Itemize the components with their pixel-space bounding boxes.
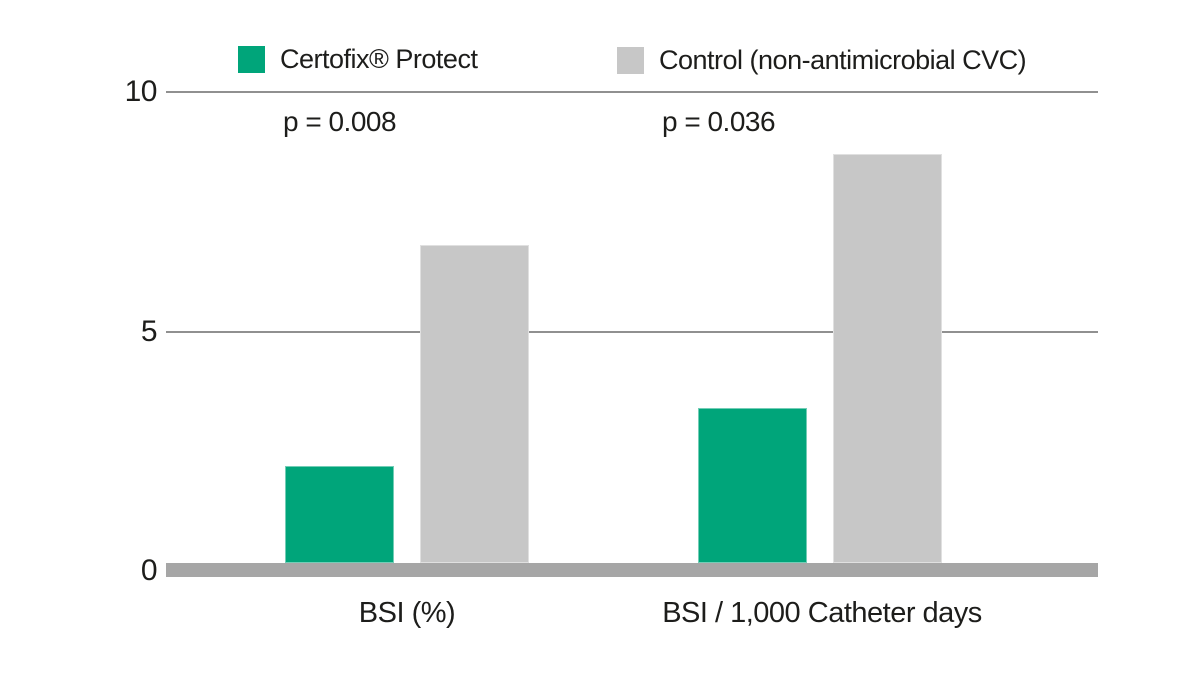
bar-certofix-group2 bbox=[698, 408, 807, 563]
y-tick-label-0: 0 bbox=[140, 554, 158, 587]
legend-label-control: Control (non-antimicrobial CVC) bbox=[659, 45, 1027, 75]
gridline-5 bbox=[166, 330, 1098, 333]
category-label-bsi-percent: BSI (%) bbox=[358, 597, 456, 629]
legend-swatch-control-gray bbox=[617, 47, 644, 74]
y-tick-label-5: 5 bbox=[140, 314, 158, 348]
category-label-bsi-catheter-days: BSI / 1,000 Catheter days bbox=[662, 597, 982, 629]
legend-label-certofix: Certofix® Protect bbox=[280, 44, 478, 74]
p-value-bsi-percent: p = 0.008 bbox=[283, 106, 397, 137]
legend-item-control: Control (non-antimicrobial CVC) bbox=[617, 45, 1027, 76]
bar-control-group2 bbox=[833, 154, 942, 563]
gridline-10 bbox=[166, 91, 1098, 93]
bar-certofix-group1 bbox=[285, 466, 394, 563]
legend-swatch-certofix-green bbox=[238, 46, 265, 73]
y-tick-label-10: 10 bbox=[124, 75, 158, 108]
bar-control-group1 bbox=[420, 245, 529, 563]
legend-item-certofix: Certofix® Protect bbox=[238, 44, 478, 75]
p-value-bsi-catheter-days: p = 0.036 bbox=[662, 106, 776, 137]
x-axis-baseline bbox=[166, 563, 1098, 577]
